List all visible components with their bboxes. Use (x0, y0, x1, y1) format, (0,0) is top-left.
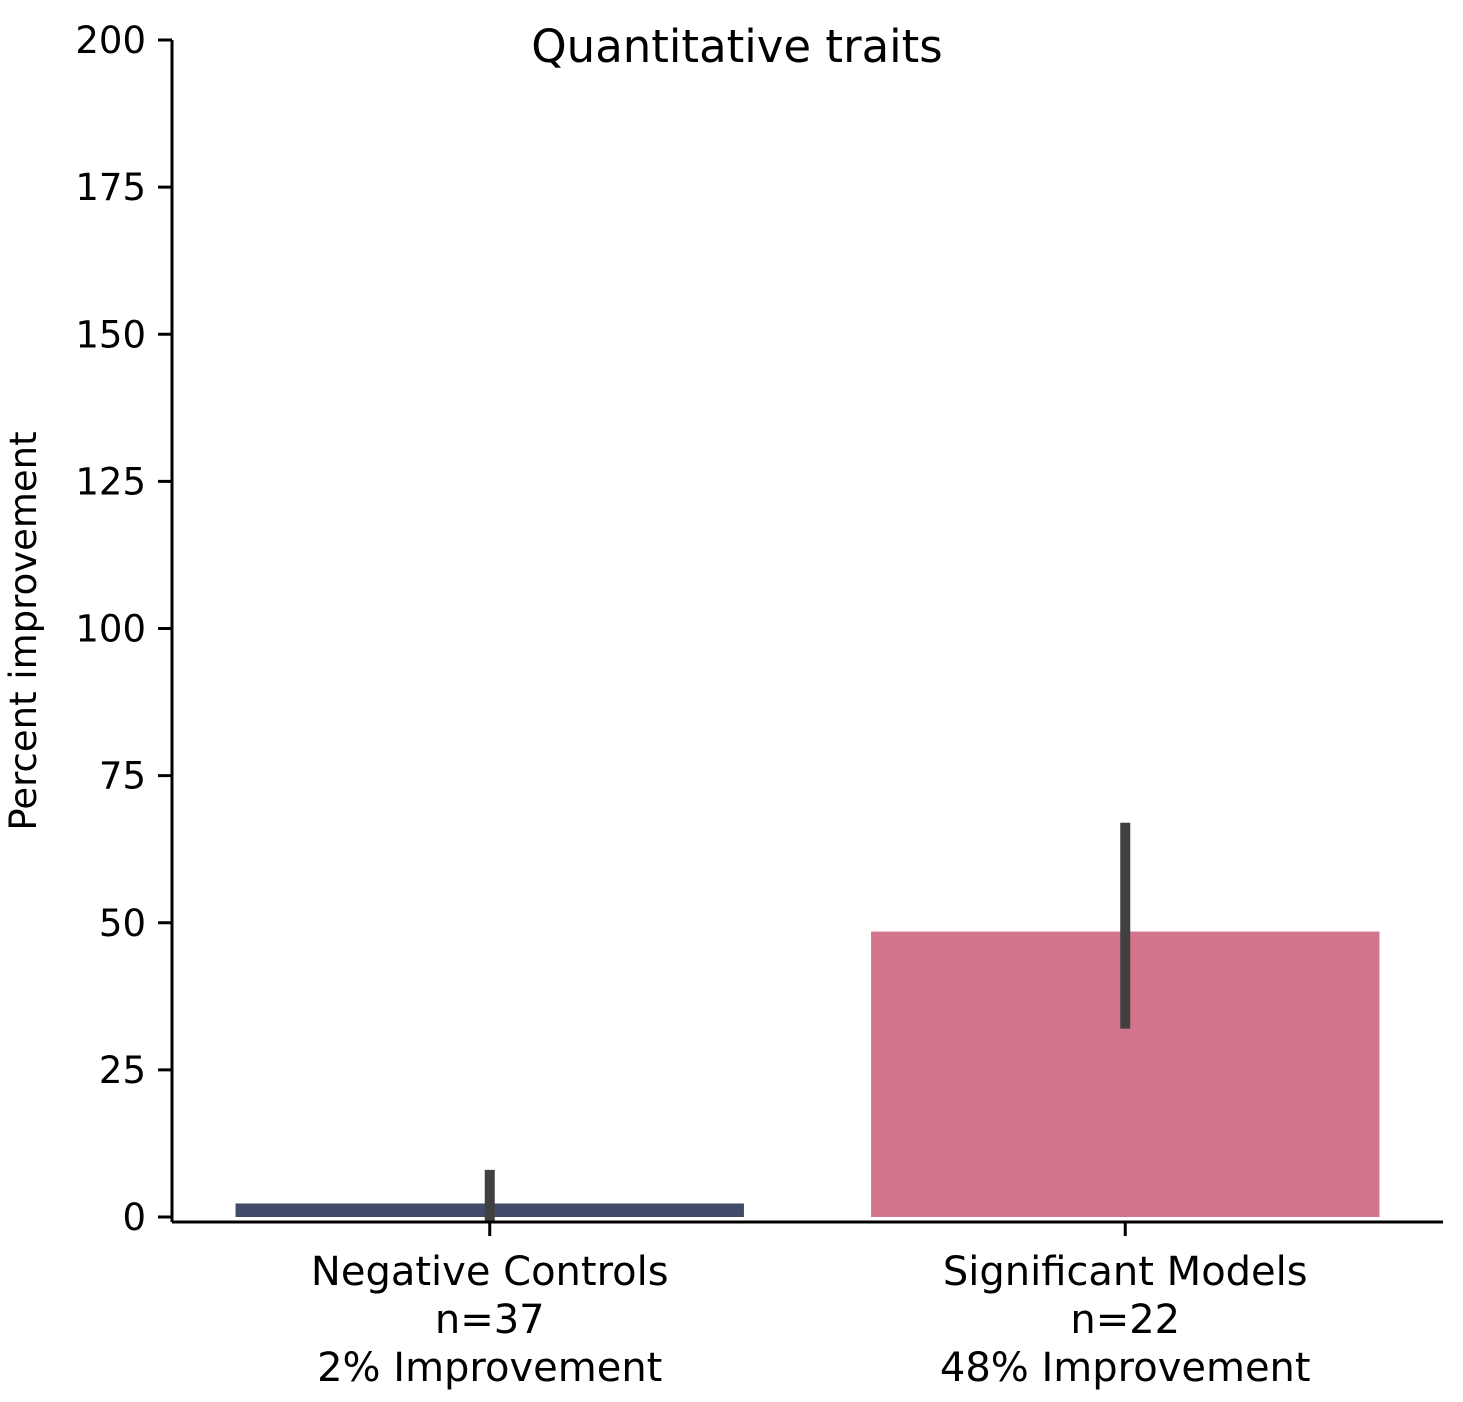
x-tick-label: 2% Improvement (317, 1345, 662, 1391)
y-tick-label: 200 (75, 19, 146, 62)
x-tick-label: n=22 (1070, 1297, 1180, 1343)
x-tick-label: 48% Improvement (940, 1345, 1311, 1391)
y-tick-label: 125 (75, 460, 146, 503)
y-tick-label: 25 (99, 1049, 146, 1092)
y-ticks-group: 0 25 50 75 100 125 150 175 200 (75, 19, 172, 1239)
y-tick-label: 0 (122, 1196, 146, 1239)
y-tick-label: 50 (99, 902, 146, 945)
y-tick-label: 75 (99, 755, 146, 798)
x-tick-label: n=37 (435, 1297, 545, 1343)
y-tick-label: 150 (75, 313, 146, 356)
x-tick-label: Negative Controls (311, 1249, 669, 1295)
axes-group (170, 40, 1443, 1224)
y-axis-label: Percent improvement (2, 431, 45, 830)
y-tick-label: 100 (75, 608, 146, 651)
x-tick-label: Significant Models (943, 1249, 1308, 1295)
bars-group (235, 931, 1380, 1217)
y-tick-label: 175 (75, 166, 146, 209)
chart-title: Quantitative traits (531, 20, 942, 73)
error-bars-group (484, 822, 1131, 1223)
